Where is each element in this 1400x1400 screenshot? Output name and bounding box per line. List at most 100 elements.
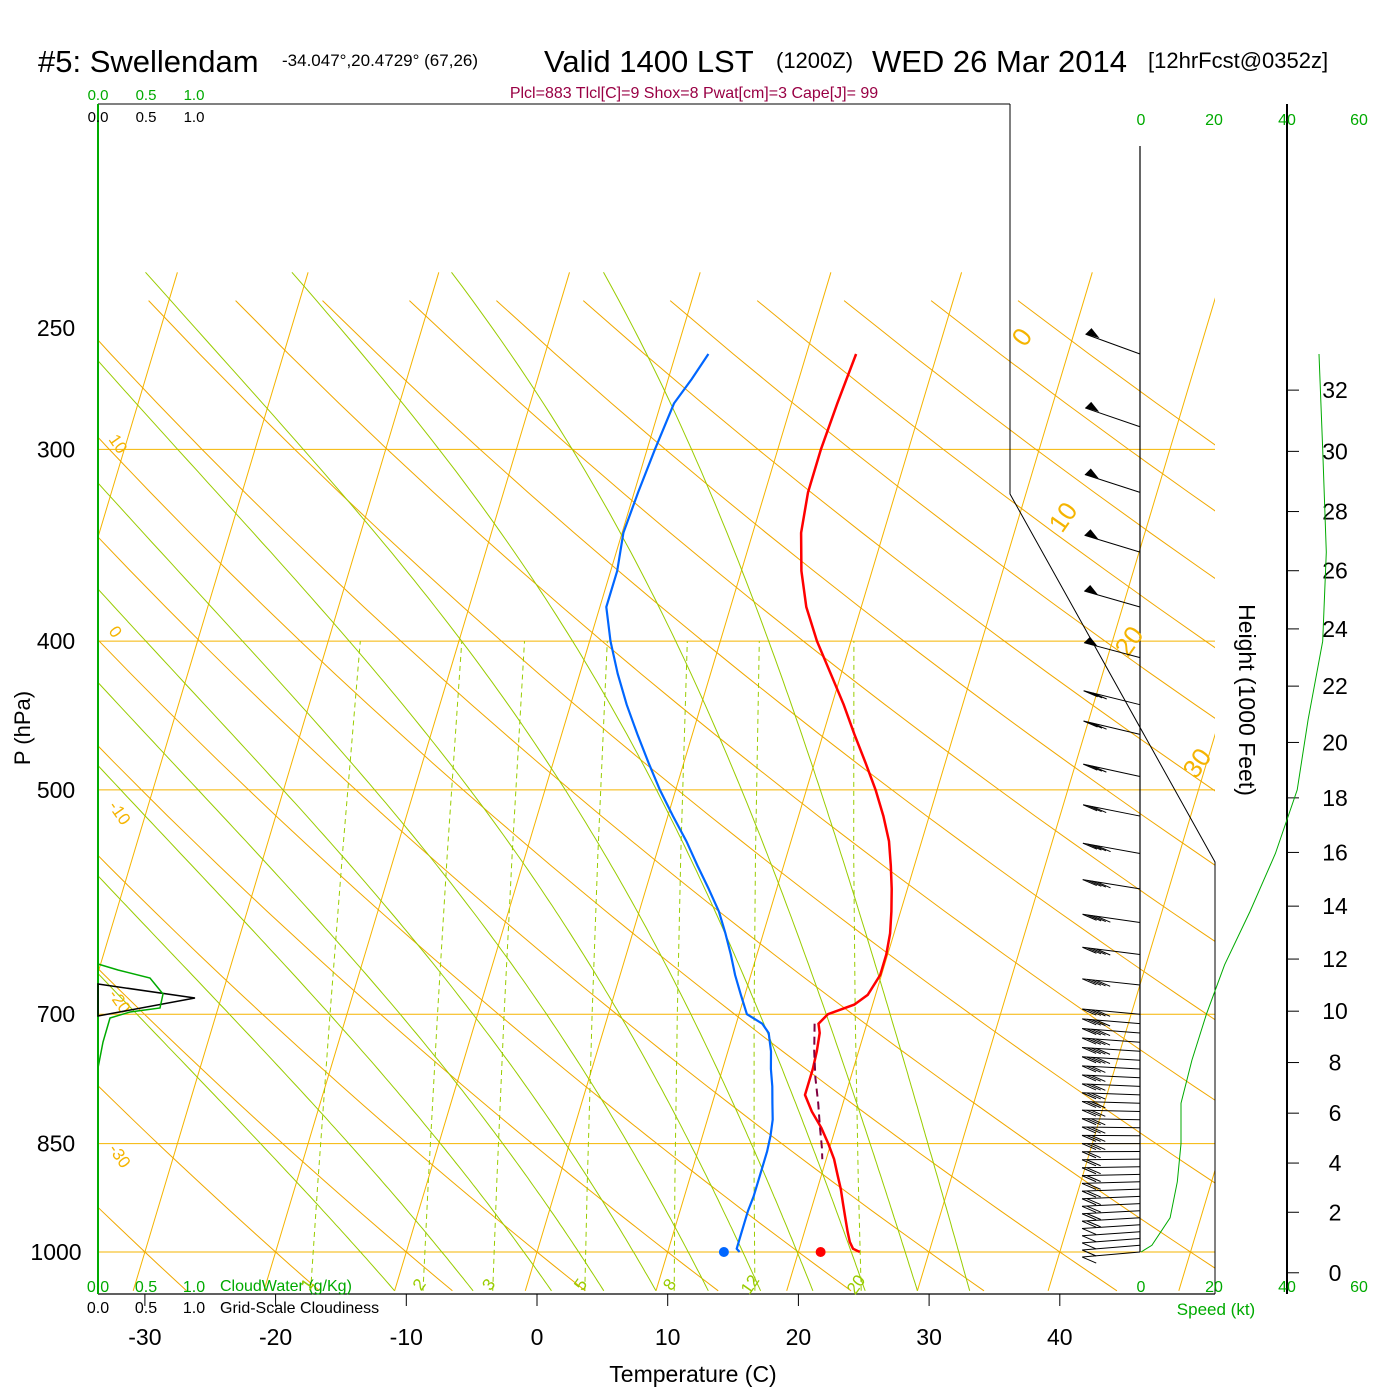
height-tick-label: 2	[1329, 1199, 1342, 1225]
temperature-tick-label: 40	[1047, 1324, 1073, 1350]
cloud-scale-top-black-0: 0.0	[88, 109, 109, 126]
wind-barb-feather	[1086, 1126, 1101, 1134]
mixing-ratio-line	[310, 641, 361, 1291]
wind-barb-pennant	[1085, 401, 1100, 412]
cloud-scale-top-green-2: 1.0	[184, 87, 205, 104]
speed-tick-top-1: 20	[1205, 112, 1223, 129]
valid-date: WED 26 Mar 2014	[872, 44, 1127, 79]
wind-barb-feather	[1082, 913, 1097, 921]
mixing-ratio-line	[422, 641, 463, 1291]
wind-barb-feather	[1086, 1008, 1102, 1016]
isotherm-label: 10	[1042, 497, 1083, 538]
wind-barb-feather	[1083, 690, 1098, 698]
moist-adiabat-line	[603, 272, 971, 1291]
temperature-tick-label: 20	[786, 1324, 812, 1350]
moist-adiabat-line	[98, 359, 762, 1292]
wind-barb-feather	[1091, 844, 1107, 852]
parcel-path-line	[813, 1023, 824, 1160]
wind-barb-feather	[1086, 1065, 1101, 1073]
cloud-scale-bottom-black-0: 0.0	[87, 1300, 109, 1317]
sounding-series	[605, 353, 893, 1257]
isotherm-line	[916, 297, 1215, 1291]
wind-barb-feather	[1082, 804, 1098, 812]
wind-barb-shaft	[1084, 407, 1141, 428]
wind-barb-feather	[1082, 978, 1097, 986]
wind-barb-feather	[1091, 1028, 1106, 1036]
wind-barb-shaft	[1082, 1238, 1141, 1244]
pressure-tick-label: 500	[37, 777, 75, 803]
wind-barb-feather	[1081, 1118, 1097, 1126]
wind-barb-feather	[1091, 1019, 1106, 1027]
wind-barb-feather	[1086, 1213, 1101, 1220]
cloud-scale-bottom-black-1: 0.5	[135, 1300, 157, 1317]
speed-tick-bottom-0: 0	[1137, 1279, 1146, 1296]
wind-barb-shaft	[1082, 1109, 1141, 1113]
wind-barb-feather	[1091, 979, 1106, 987]
mixing-ratio-line	[753, 641, 760, 1291]
dry-adiabat-line	[235, 300, 1215, 1101]
speed-tick-top-3: 60	[1350, 112, 1368, 129]
station-coords: -34.047°,20.4729° (67,26)	[282, 51, 478, 70]
wind-barb-feather	[1096, 881, 1111, 889]
wind-barb-feather	[1082, 842, 1098, 850]
moist-adiabat-line	[98, 764, 552, 1292]
wind-barb-feather	[1081, 1143, 1097, 1151]
wind-barb-feather	[1086, 914, 1102, 922]
wind-barb-feather	[1087, 879, 1102, 887]
temperature-tick-label: -10	[390, 1324, 423, 1350]
wind-barb-feather	[1091, 1126, 1106, 1134]
height-tick-label: 16	[1322, 839, 1348, 865]
moist-adiabat-line	[98, 972, 395, 1292]
temperature-tick-label: 0	[531, 1324, 544, 1350]
wind-barb-shaft	[1084, 590, 1141, 608]
dry-adiabat-line	[98, 854, 586, 1292]
wind-barb-shaft	[1081, 1158, 1141, 1161]
wind-barb-feather	[1086, 1198, 1101, 1206]
speed-tick-bottom-3: 60	[1350, 1279, 1368, 1296]
temperature-tick-label: -30	[128, 1324, 161, 1350]
speed-axis-label: Speed (kt)	[1177, 1300, 1255, 1319]
wind-barb-feather	[1081, 1182, 1097, 1190]
valid-time: Valid 1400 LST	[544, 44, 754, 79]
forecast-info: [12hrFcst@0352z]	[1148, 48, 1328, 73]
cloudwater-profile	[97, 963, 164, 1069]
moist-adiabat-line	[98, 482, 709, 1292]
background-grid	[98, 271, 1215, 1292]
wind-barb-shaft	[1082, 978, 1141, 986]
wind-barb-feather	[1081, 1046, 1097, 1054]
speed-tick-top-0: 0	[1137, 112, 1146, 129]
height-tick-label: 4	[1329, 1150, 1342, 1176]
wind-barb-feather	[1081, 1151, 1097, 1159]
wind-barb-feather	[1086, 1175, 1101, 1182]
wind-barb-feather	[1081, 1205, 1097, 1213]
moist-adiabat-line	[98, 875, 474, 1292]
wind-barb-feather	[1081, 1220, 1097, 1228]
wind-barb-feather	[1086, 1109, 1101, 1117]
wind-barb-feather	[1092, 692, 1107, 700]
wind-barb-feather	[1095, 1047, 1111, 1055]
wind-barb-feather	[1086, 1167, 1101, 1175]
wind-barb-shaft	[1082, 1181, 1141, 1184]
wind-barb-feather	[1081, 1074, 1097, 1082]
wind-barb-shaft	[1083, 690, 1141, 706]
wind-barb-shaft	[1083, 804, 1141, 817]
moist-adiabat-line	[145, 271, 814, 1291]
wind-barb-feather	[1092, 806, 1107, 814]
height-tick-label: 24	[1322, 616, 1348, 642]
wind-barb-feather	[1092, 765, 1107, 773]
moist-adiabat-line	[98, 588, 657, 1292]
dry-adiabat-line	[756, 300, 1215, 649]
wind-barb-feather	[1081, 1109, 1097, 1117]
wind-barb-feather	[1082, 879, 1097, 887]
wind-barb-feather	[1086, 947, 1102, 955]
wind-barb-feather	[1087, 764, 1103, 772]
isotherm-label: 20	[1108, 621, 1149, 662]
dry-adiabat-line	[98, 967, 453, 1292]
wind-barb-feather	[1082, 946, 1097, 954]
height-axis-label: Height (1000 Feet)	[1234, 604, 1260, 796]
wind-barb-feather	[1092, 722, 1107, 730]
wind-barb-feather	[1081, 1092, 1097, 1100]
cloudwater-label: CloudWater (g/Kg)	[220, 1278, 352, 1295]
wind-barb-shaft	[1082, 1217, 1141, 1222]
surface-dewpoint-point	[718, 1247, 729, 1257]
